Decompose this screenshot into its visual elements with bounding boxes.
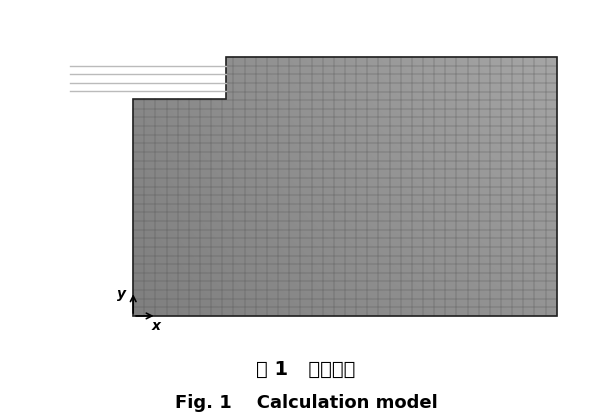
Polygon shape — [133, 57, 557, 316]
Text: 图 1   计算模型: 图 1 计算模型 — [256, 360, 356, 379]
Text: x: x — [152, 319, 161, 333]
Text: Fig. 1    Calculation model: Fig. 1 Calculation model — [174, 394, 438, 412]
Text: y: y — [117, 287, 126, 301]
